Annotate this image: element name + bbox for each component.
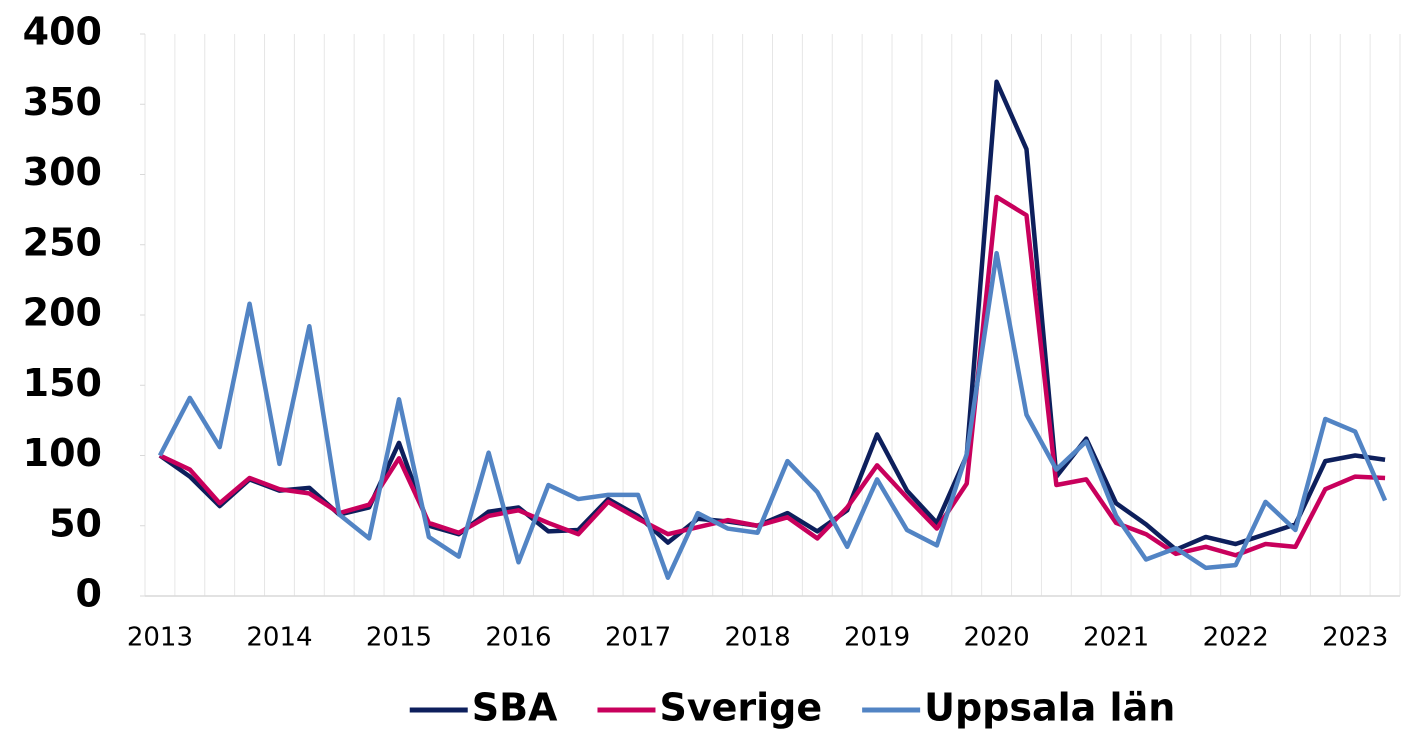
series-line — [157, 250, 1388, 580]
y-tick-label: 350 — [23, 80, 102, 124]
x-tick-label: 2023 — [1322, 623, 1388, 653]
x-tick-label: 2016 — [485, 623, 551, 653]
legend-label: Uppsala län — [924, 686, 1175, 730]
x-tick-label: 2014 — [246, 623, 312, 653]
legend-label: SBA — [472, 686, 558, 730]
y-tick-label: 250 — [23, 220, 102, 264]
vertical-grid — [144, 34, 1401, 596]
y-tick-label: 150 — [23, 361, 102, 405]
y-tick-label: 50 — [49, 501, 102, 545]
x-tick-label: 2013 — [127, 623, 193, 653]
x-tick-label: 2020 — [964, 623, 1030, 653]
legend-label: Sverige — [659, 686, 822, 730]
x-tick-label: 2022 — [1203, 623, 1269, 653]
x-tick-label: 2017 — [605, 623, 671, 653]
x-tick-label: 2021 — [1083, 623, 1149, 653]
y-tick-label: 100 — [23, 431, 102, 475]
x-tick-label: 2015 — [366, 623, 432, 653]
x-tick-label: 2019 — [844, 623, 910, 653]
y-tick-label: 300 — [23, 150, 102, 194]
x-tick-label: 2018 — [724, 623, 790, 653]
y-tick-label: 200 — [23, 291, 102, 335]
y-tick-label: 400 — [23, 10, 102, 54]
y-tick-label: 0 — [76, 572, 102, 616]
